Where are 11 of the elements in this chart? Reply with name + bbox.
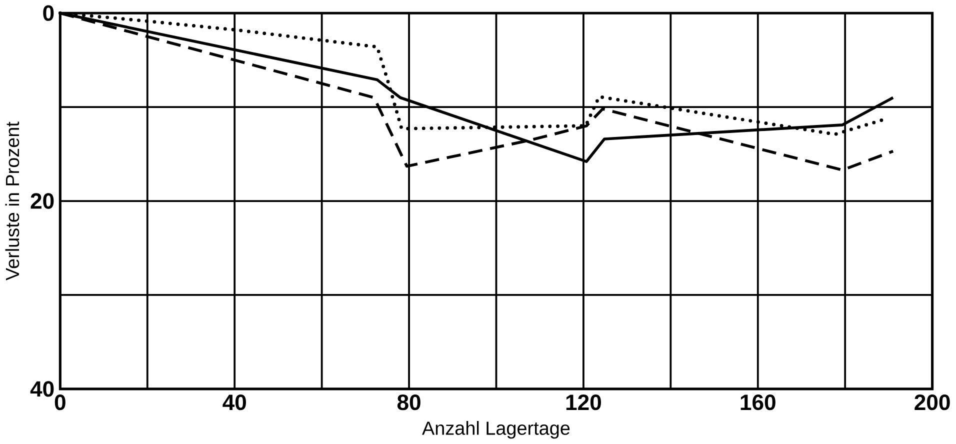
- x-tick-label: 200: [914, 394, 950, 410]
- x-tick-label: 40: [222, 394, 246, 410]
- y-tick-label: 20: [30, 193, 54, 209]
- y-tick-label: 0: [43, 5, 54, 21]
- x-tick-label: 120: [566, 394, 601, 410]
- x-tick-label: 160: [740, 394, 776, 410]
- x-tick-label: 0: [54, 394, 66, 410]
- y-tick-label: 40: [30, 381, 54, 397]
- x-tick-label: 80: [397, 394, 420, 410]
- y-axis-title: Verluste in Prozent: [5, 122, 20, 280]
- x-axis-title: Anzahl Lagertage: [422, 421, 570, 439]
